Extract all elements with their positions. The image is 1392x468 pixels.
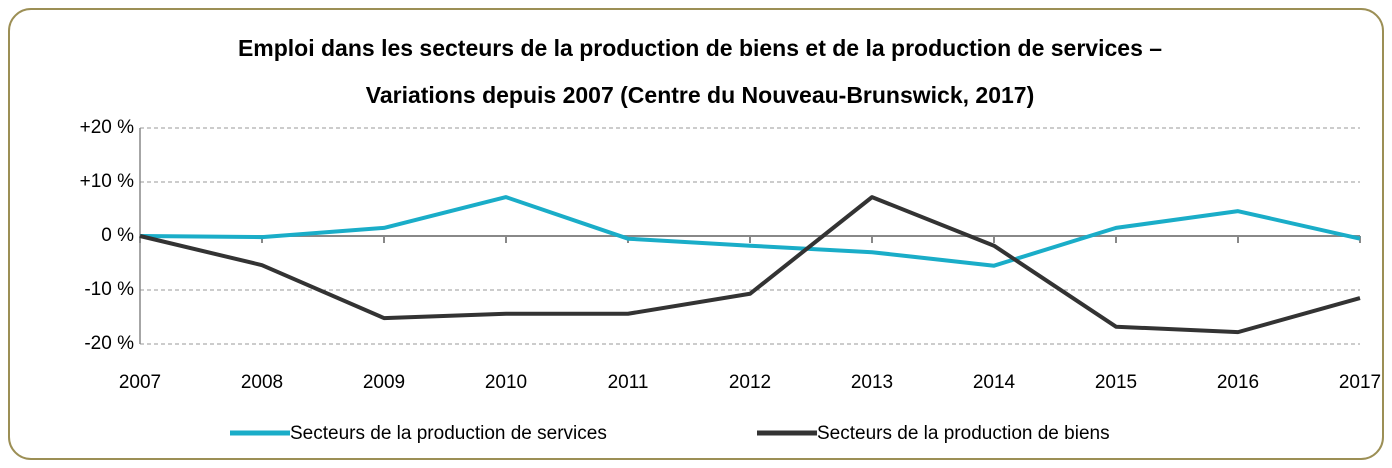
y-tick-label: +20 % <box>80 117 135 138</box>
y-tick-label: -20 % <box>84 333 134 354</box>
y-tick-label: 0 % <box>101 225 134 246</box>
x-tick-label: 2011 <box>608 372 649 393</box>
x-tick-label: 2010 <box>485 372 527 393</box>
x-tick-label: 2008 <box>241 372 283 393</box>
x-tick-label: 2016 <box>1217 372 1259 393</box>
series-line <box>139 195 1361 335</box>
x-tick-label: 2014 <box>973 372 1016 393</box>
chart-title: Variations depuis 2007 (Centre du Nouvea… <box>366 82 1035 108</box>
y-tick-label: -10 % <box>84 279 134 300</box>
series-line <box>139 195 1361 268</box>
x-tick-label: 2017 <box>1339 372 1381 393</box>
x-tick-label: 2012 <box>729 372 771 393</box>
x-tick-label: 2007 <box>119 372 161 393</box>
chart-title: Emploi dans les secteurs de la productio… <box>238 35 1162 61</box>
legend-label: Secteurs de la production de biens <box>817 423 1110 444</box>
chart-frame <box>8 8 1384 460</box>
x-tick-label: 2013 <box>851 372 893 393</box>
y-tick-label: +10 % <box>80 171 135 192</box>
x-tick-label: 2009 <box>363 372 405 393</box>
x-tick-label: 2015 <box>1095 372 1137 393</box>
legend-label: Secteurs de la production de services <box>290 423 607 444</box>
